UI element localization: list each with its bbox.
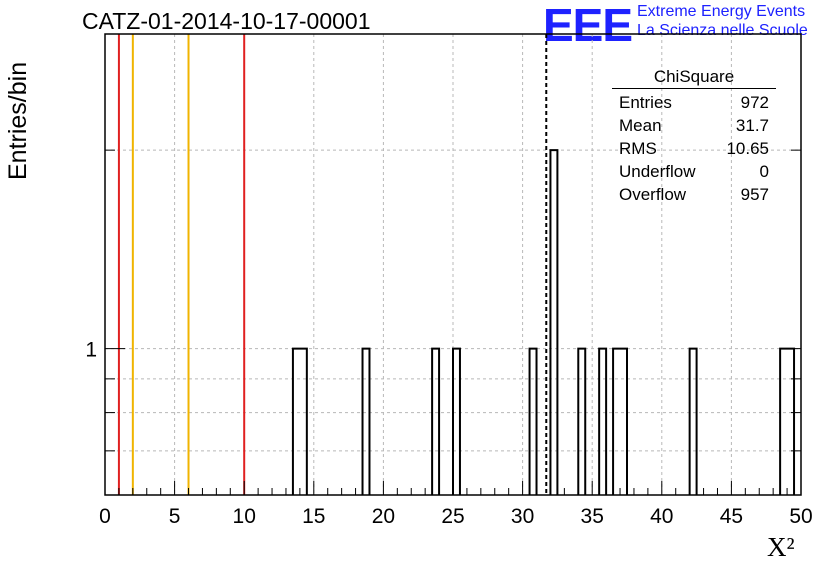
eee-logo: EEE: [543, 0, 633, 51]
chart-title: CATZ-01-2014-10-17-00001: [82, 8, 371, 34]
x-tick-label: 5: [169, 505, 181, 528]
stats-row-rms: RMS 10.65: [612, 137, 776, 160]
x-tick-label: 30: [511, 505, 534, 528]
x-tick-label: 10: [233, 505, 256, 528]
histogram-bin: [612, 347, 628, 495]
x-tick-label: 25: [441, 505, 464, 528]
stats-label: RMS: [619, 139, 657, 158]
stats-row-overflow: Overflow 957: [612, 183, 776, 206]
logo-caption-line-1: Extreme Energy Events: [637, 3, 806, 20]
stats-title: ChiSquare: [612, 66, 776, 89]
stats-row-mean: Mean 31.7: [612, 114, 776, 137]
histogram-bin: [361, 347, 371, 495]
histogram-bin: [688, 347, 698, 495]
stats-value: 957: [740, 185, 769, 204]
x-tick-label: 15: [302, 505, 325, 528]
x-tick-label: 20: [372, 505, 395, 528]
stats-box: ChiSquare Entries 972 Mean 31.7 RMS 10.65 Unde…: [612, 66, 776, 206]
stats-label: Overflow: [619, 185, 687, 204]
x-tick-label: 0: [99, 505, 111, 528]
stats-label: Mean: [619, 116, 662, 135]
y-tick-label: 1: [85, 339, 97, 362]
stats-label: Entries: [619, 93, 672, 112]
stats-label: Underflow: [619, 162, 696, 181]
histogram-bin: [598, 347, 608, 495]
histogram-bin: [577, 347, 587, 495]
x-tick-label: 45: [720, 505, 743, 528]
stats-value: 0: [759, 162, 769, 181]
histogram-bin: [528, 347, 538, 495]
x-tick-label: 35: [581, 505, 604, 528]
histogram-bin: [549, 149, 559, 495]
stats-row-underflow: Underflow 0: [612, 160, 776, 183]
x-tick-label: 50: [789, 505, 812, 528]
histogram-bin: [431, 347, 441, 495]
histogram-bin: [452, 347, 461, 495]
stats-value: 31.7: [735, 116, 769, 135]
stats-rows: Entries 972 Mean 31.7 RMS 10.65 Underflow 0 Over…: [612, 91, 776, 206]
stats-value: 972: [740, 93, 769, 112]
x-axis-label: X²: [767, 532, 795, 562]
stats-row-entries: Entries 972: [612, 91, 776, 114]
stats-value: 10.65: [726, 139, 769, 158]
x-tick-label: 40: [650, 505, 673, 528]
histogram-bin: [291, 347, 308, 495]
histogram-bin: [779, 347, 796, 495]
